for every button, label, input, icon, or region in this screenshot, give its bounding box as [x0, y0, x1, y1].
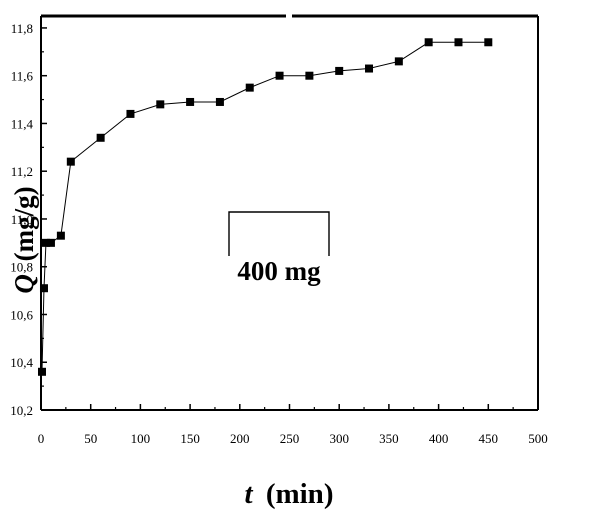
y-axis-ticks: 10,2 10,4 10,6 10,8 11,0 11,2 11,4 11,6 11,8 [10, 21, 47, 418]
x-tick-label: 50 [84, 431, 97, 446]
y-axis-unit: (mg/g) [9, 186, 39, 261]
y-tick-label: 11,4 [11, 116, 34, 131]
annotation-bracket [228, 211, 330, 256]
data-point [46, 238, 55, 247]
x-tick-label: 250 [280, 431, 300, 446]
x-axis-ticks: 0 50 100 150 200 250 300 350 400 450 500 [38, 404, 548, 446]
data-point [186, 97, 195, 106]
annotation-label: 400 mg [237, 256, 321, 286]
x-tick-label: 150 [180, 431, 200, 446]
x-tick-label: 450 [479, 431, 499, 446]
data-point [126, 109, 135, 118]
data-point [484, 38, 493, 47]
plot-frame [40, 14, 539, 411]
data-point [305, 71, 314, 80]
y-tick-label: 10,2 [10, 403, 33, 418]
x-axis-variable: t [245, 478, 254, 510]
data-point [394, 57, 403, 66]
series-layer [37, 38, 493, 376]
data-point [37, 367, 46, 376]
x-tick-label: 100 [131, 431, 151, 446]
data-point [424, 38, 433, 47]
x-tick-label: 400 [429, 431, 449, 446]
data-point [245, 83, 254, 92]
x-tick-label: 300 [329, 431, 349, 446]
annotation: 400 mg [228, 211, 330, 286]
x-axis-title: t (min) [245, 478, 334, 510]
x-axis-unit: (min) [266, 478, 334, 510]
y-tick-label: 11,8 [11, 21, 33, 36]
y-axis-title: Q (mg/g) [9, 186, 39, 293]
x-tick-label: 350 [379, 431, 399, 446]
data-point [454, 38, 463, 47]
data-point [335, 66, 344, 75]
data-point [39, 284, 48, 293]
y-tick-label: 10,8 [10, 260, 33, 275]
series-line [41, 41, 489, 372]
y-axis-variable: Q [9, 274, 39, 294]
y-tick-label: 10,4 [10, 355, 33, 370]
x-tick-label: 0 [38, 431, 45, 446]
x-tick-label: 500 [528, 431, 548, 446]
data-point [275, 71, 284, 80]
y-tick-label: 10,6 [10, 307, 33, 322]
data-point [41, 238, 50, 247]
y-tick-label: 11,6 [11, 69, 34, 84]
data-point [365, 64, 374, 73]
y-tick-label: 11,0 [11, 212, 33, 227]
data-point [66, 157, 75, 166]
y-tick-label: 11,2 [11, 164, 33, 179]
data-point [56, 231, 65, 240]
x-tick-label: 200 [230, 431, 250, 446]
data-point [156, 100, 165, 109]
data-point [215, 97, 224, 106]
data-point [96, 133, 105, 142]
